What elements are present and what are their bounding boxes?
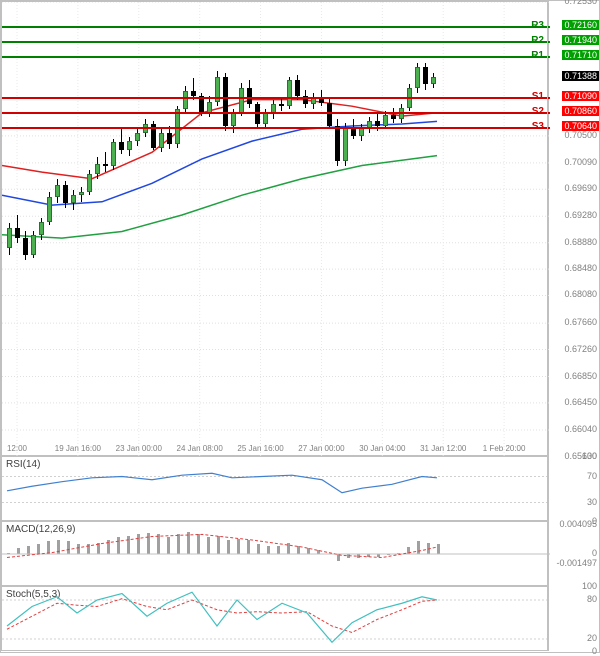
chart-container: R3R2R1S1S2S3 12:0019 Jan 16:0023 Jan 00:… — [0, 0, 600, 653]
stoch-tick: 100 — [582, 581, 597, 591]
x-axis: 12:0019 Jan 16:0023 Jan 00:0024 Jan 08:0… — [2, 452, 550, 455]
price-chart-svg — [2, 2, 550, 457]
y-tick-label: 0.72530 — [564, 0, 597, 6]
level-r3 — [2, 26, 550, 28]
level-text-r3: R3 — [531, 20, 544, 31]
y-tick-label: 0.68480 — [564, 263, 597, 273]
level-s3 — [2, 127, 550, 129]
macd-tick: 0.004095 — [559, 519, 597, 529]
level-text-r1: R1 — [531, 50, 544, 61]
level-text-s3: S3 — [532, 121, 544, 132]
y-tick-label: 0.66040 — [564, 424, 597, 434]
rsi-tick: 100 — [582, 451, 597, 461]
level-text-s2: S2 — [532, 106, 544, 117]
y-tick-label: 0.67260 — [564, 344, 597, 354]
y-tick-label: 0.68080 — [564, 289, 597, 299]
stoch-svg — [2, 587, 550, 652]
x-tick-label: 23 Jan 00:00 — [116, 444, 162, 453]
y-tick-label: 0.69690 — [564, 183, 597, 193]
y-tick-label: 0.66850 — [564, 371, 597, 381]
rsi-panel[interactable]: RSI(14) — [1, 456, 549, 521]
y-tick-label: 0.71710 — [562, 50, 599, 60]
y-tick-label: 0.71388 — [562, 71, 599, 81]
level-text-r2: R2 — [531, 35, 544, 46]
x-tick-label: 31 Jan 12:00 — [420, 444, 466, 453]
x-tick-label: 24 Jan 08:00 — [177, 444, 223, 453]
y-tick-label: 0.67660 — [564, 317, 597, 327]
stoch-tick: 80 — [587, 594, 597, 604]
level-r1 — [2, 56, 550, 58]
y-tick-label: 0.72160 — [562, 20, 599, 30]
level-s2 — [2, 112, 550, 114]
y-axis-rsi: 10070300 — [547, 456, 599, 521]
x-tick-label: 1 Feb 20:00 — [483, 444, 526, 453]
stoch-tick: 0 — [592, 646, 597, 656]
y-tick-label: 0.69280 — [564, 210, 597, 220]
x-tick-label: 27 Jan 00:00 — [298, 444, 344, 453]
rsi-tick: 30 — [587, 497, 597, 507]
y-tick-label: 0.71940 — [562, 35, 599, 45]
rsi-tick: 70 — [587, 471, 597, 481]
y-tick-label: 0.68880 — [564, 237, 597, 247]
stoch-tick: 20 — [587, 633, 597, 643]
macd-tick: -0.001497 — [556, 558, 597, 568]
level-s1 — [2, 97, 550, 99]
x-tick-label: 30 Jan 04:00 — [359, 444, 405, 453]
y-axis-price: 0.72530 0.72160 0.71940 0.71710 0.71388 0.710… — [547, 1, 599, 456]
x-tick-label: 12:00 — [7, 444, 27, 453]
y-tick-label: 0.70860 — [562, 106, 599, 116]
price-panel[interactable]: R3R2R1S1S2S3 12:0019 Jan 16:0023 Jan 00:… — [1, 1, 549, 456]
y-tick-label: 0.70090 — [564, 157, 597, 167]
rsi-svg — [2, 457, 550, 522]
level-r2 — [2, 41, 550, 43]
y-axis-macd: 0.004095 0-0.001497 — [547, 521, 599, 586]
level-text-s1: S1 — [532, 91, 544, 102]
y-tick-label: 0.66450 — [564, 397, 597, 407]
x-tick-label: 25 Jan 16:00 — [237, 444, 283, 453]
stoch-panel[interactable]: Stoch(5,5,3) — [1, 586, 549, 651]
y-axis-stoch: 10080200 — [547, 586, 599, 651]
macd-panel[interactable]: MACD(12,26,9) — [1, 521, 549, 586]
macd-tick: 0 — [592, 548, 597, 558]
macd-svg — [2, 522, 550, 587]
y-tick-label: 0.71090 — [562, 91, 599, 101]
x-tick-label: 19 Jan 16:00 — [55, 444, 101, 453]
y-tick-label: 0.70500 — [564, 130, 597, 140]
